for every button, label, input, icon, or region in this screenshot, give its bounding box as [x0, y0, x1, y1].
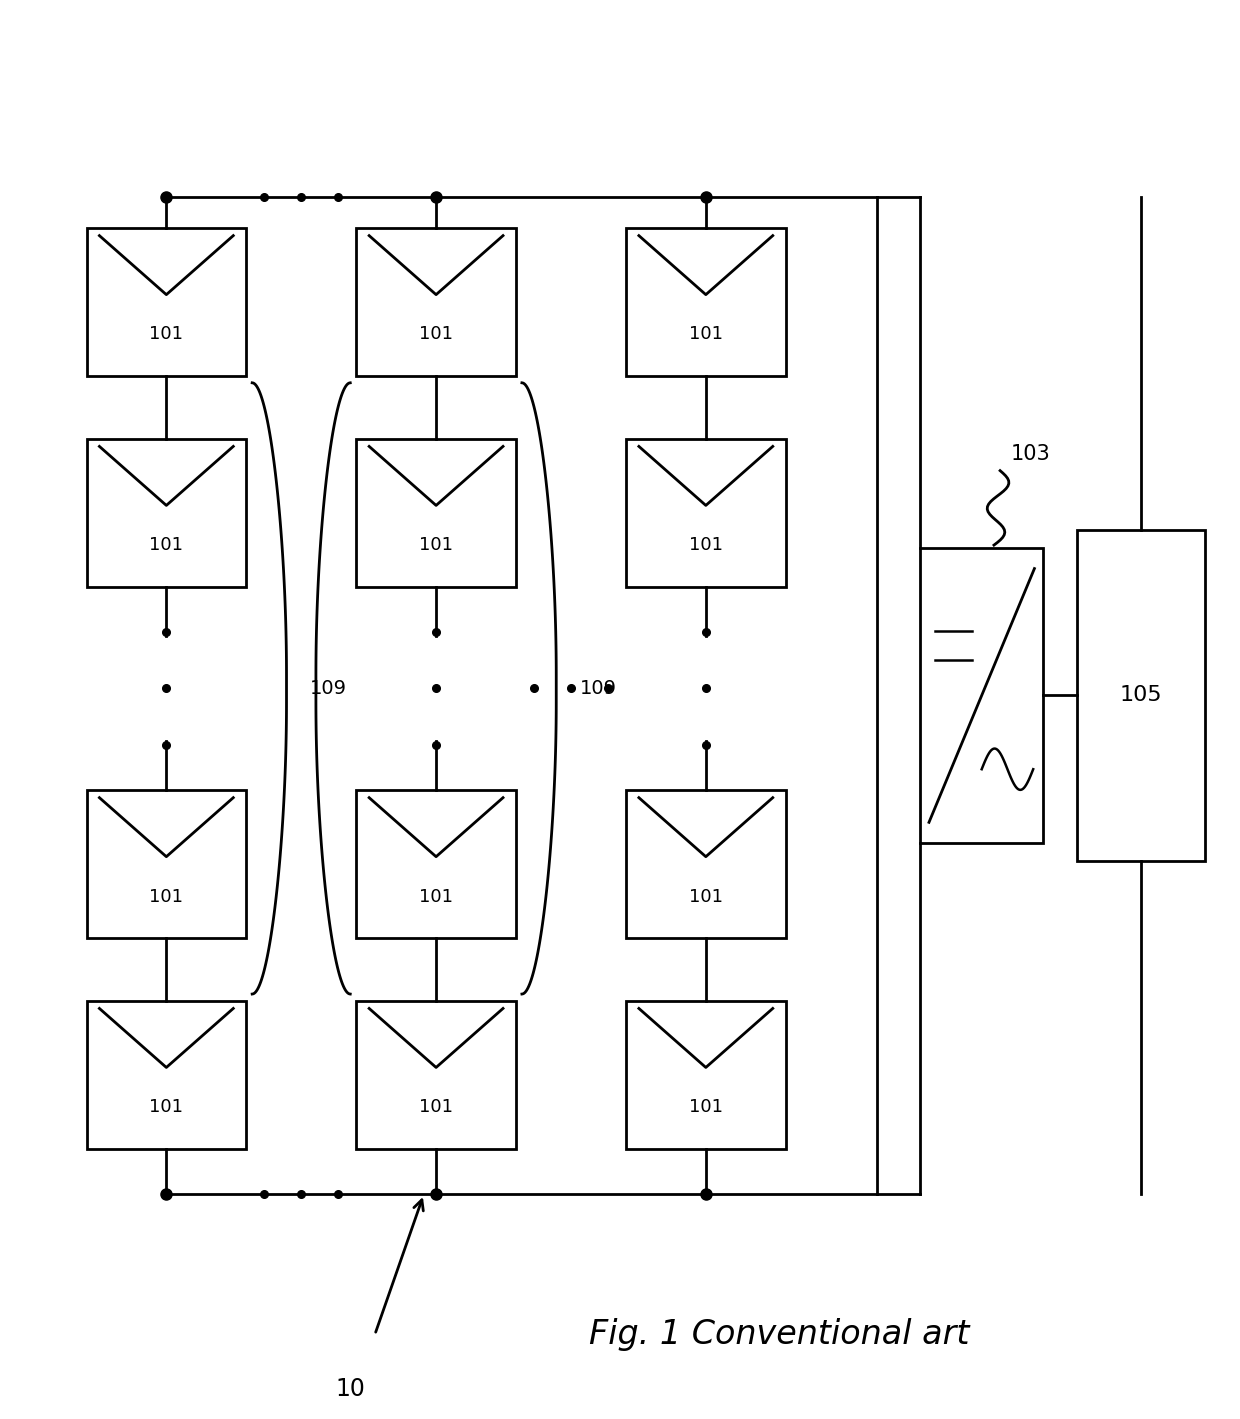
Bar [87, 1000, 246, 1148]
Text: 101: 101 [689, 1098, 723, 1117]
Text: 101: 101 [689, 887, 723, 905]
Text: 103: 103 [1011, 444, 1050, 464]
Text: 101: 101 [419, 887, 453, 905]
Bar [626, 228, 785, 376]
Text: 101: 101 [149, 325, 184, 343]
Bar [87, 438, 246, 586]
Text: 101: 101 [149, 1098, 184, 1117]
Text: 101: 101 [419, 536, 453, 555]
Bar [356, 1000, 516, 1148]
Bar [356, 228, 516, 376]
Text: 101: 101 [419, 1098, 453, 1117]
Bar [626, 438, 785, 586]
Text: 101: 101 [689, 325, 723, 343]
Bar [356, 438, 516, 586]
Text: 109: 109 [310, 678, 347, 698]
Text: 105: 105 [1120, 685, 1162, 705]
Text: 10: 10 [335, 1376, 366, 1401]
Text: 101: 101 [419, 325, 453, 343]
Text: 109: 109 [579, 678, 616, 698]
Text: Fig. 1 Conventional art: Fig. 1 Conventional art [589, 1318, 970, 1351]
Bar [920, 548, 1043, 843]
Bar [1076, 531, 1205, 860]
Text: 101: 101 [149, 536, 184, 555]
Bar [626, 1000, 785, 1148]
Text: 101: 101 [149, 887, 184, 905]
Bar [626, 790, 785, 938]
Bar [87, 228, 246, 376]
Bar [356, 790, 516, 938]
Text: 101: 101 [689, 536, 723, 555]
Bar [87, 790, 246, 938]
